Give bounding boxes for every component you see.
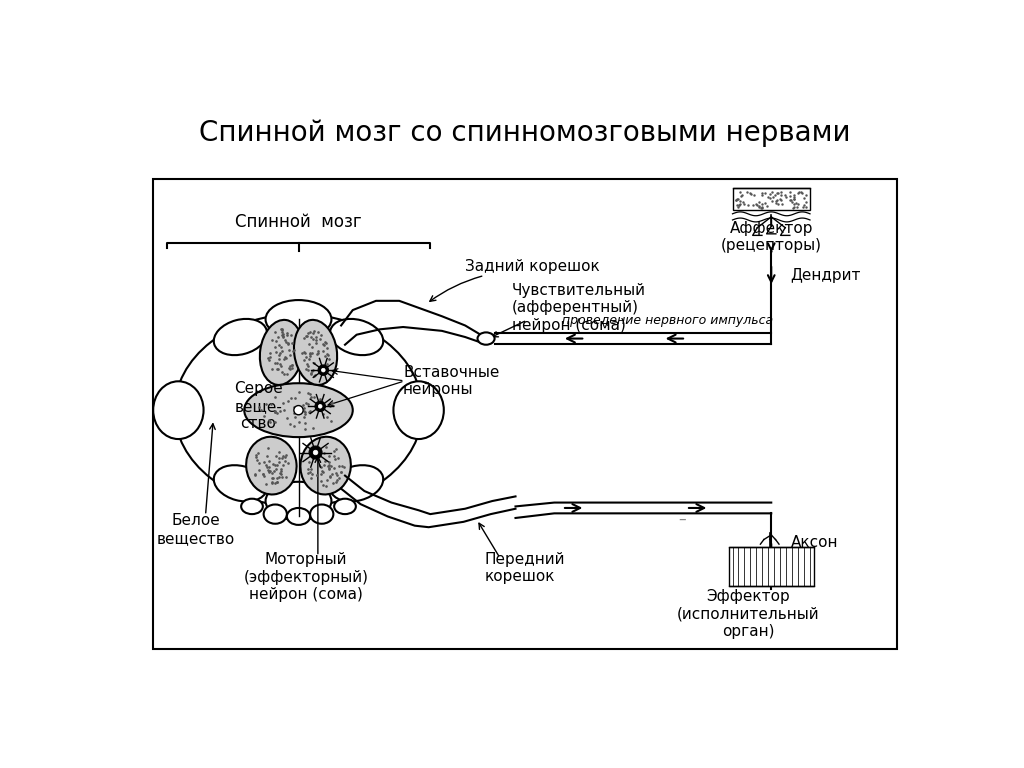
Text: Дендрит: Дендрит <box>791 268 861 283</box>
Ellipse shape <box>477 333 495 345</box>
Ellipse shape <box>246 437 297 495</box>
Ellipse shape <box>310 505 334 524</box>
Text: Чувствительный
(афферентный)
нейрон (сома): Чувствительный (афферентный) нейрон (сом… <box>512 283 645 333</box>
Ellipse shape <box>300 437 351 495</box>
Circle shape <box>294 406 303 415</box>
Ellipse shape <box>214 465 267 502</box>
Text: Серое
веще-
ство: Серое веще- ство <box>233 382 283 431</box>
Ellipse shape <box>260 320 303 385</box>
Ellipse shape <box>287 508 310 525</box>
Ellipse shape <box>174 314 423 506</box>
Bar <box>153 179 897 649</box>
Circle shape <box>315 401 326 412</box>
Text: Спинной мозг со спинномозговыми нервами: Спинной мозг со спинномозговыми нервами <box>199 119 851 147</box>
Bar <box>732 188 810 210</box>
Ellipse shape <box>334 498 356 514</box>
Ellipse shape <box>154 381 204 439</box>
Text: –: – <box>678 512 686 527</box>
Circle shape <box>322 369 326 372</box>
Text: Спинной  мозг: Спинной мозг <box>236 213 361 230</box>
Circle shape <box>318 405 323 408</box>
Ellipse shape <box>330 465 383 502</box>
Circle shape <box>309 446 323 459</box>
Text: Передний
корешок: Передний корешок <box>484 552 565 584</box>
Ellipse shape <box>245 383 352 437</box>
Ellipse shape <box>330 319 383 355</box>
Ellipse shape <box>393 381 443 439</box>
Circle shape <box>313 450 317 455</box>
Ellipse shape <box>241 498 263 514</box>
Ellipse shape <box>265 300 332 339</box>
Circle shape <box>318 365 329 376</box>
Text: Эффектор
(исполнительный
орган): Эффектор (исполнительный орган) <box>677 589 819 639</box>
Ellipse shape <box>263 505 287 524</box>
Text: Вставочные
нейроны: Вставочные нейроны <box>403 365 500 397</box>
Text: Белое
вещество: Белое вещество <box>157 513 236 546</box>
Text: проведение нервного импульса: проведение нервного импульса <box>562 314 773 327</box>
Ellipse shape <box>294 320 337 385</box>
Bar <box>729 548 814 586</box>
Text: Задний корешок: Задний корешок <box>465 259 600 273</box>
Ellipse shape <box>265 482 332 520</box>
Ellipse shape <box>214 319 267 355</box>
Text: Моторный
(эффекторный)
нейрон (сома): Моторный (эффекторный) нейрон (сома) <box>244 552 369 602</box>
Text: Аксон: Аксон <box>791 535 838 550</box>
Text: Аффектор
(рецепторы): Аффектор (рецепторы) <box>721 220 821 253</box>
